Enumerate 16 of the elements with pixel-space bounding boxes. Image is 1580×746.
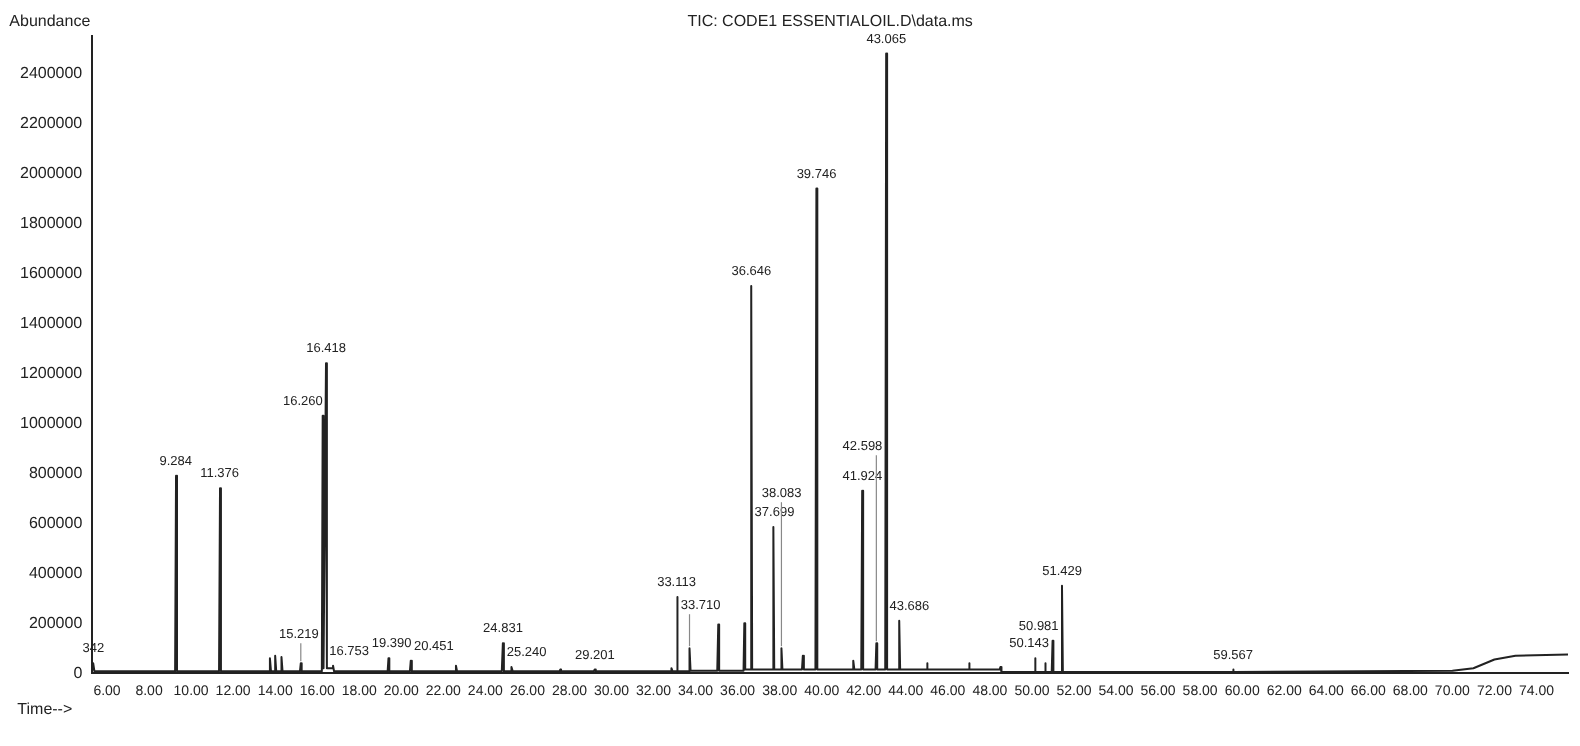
y-axis-title: Abundance [9,12,92,31]
y-tick-label: 1000000 [19,413,84,432]
y-tick-label: 400000 [28,563,84,582]
y-tick-label: 1600000 [19,263,84,282]
y-tick-label: 1800000 [19,213,84,232]
y-tick-label: 0 [73,663,84,682]
y-tick-label: 1200000 [19,363,84,382]
y-tick-label: 800000 [28,463,84,482]
y-tick-label: 1400000 [19,313,84,332]
y-tick-label: 200000 [28,613,84,632]
y-tick-label: 600000 [28,513,84,532]
y-tick-label: 2200000 [19,113,84,132]
y-tick-label: 2000000 [19,163,84,182]
chart-title: TIC: CODE1 ESSENTIALOIL.D\data.ms [687,12,973,31]
y-tick-label: 2400000 [19,63,84,82]
x-axis-title: Time--> [17,699,73,718]
